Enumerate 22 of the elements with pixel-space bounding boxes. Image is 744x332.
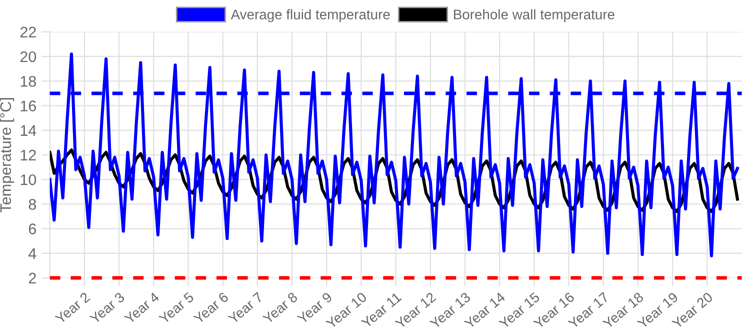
y-tick-label: 2 xyxy=(28,272,36,284)
y-tick-label: 20 xyxy=(20,51,36,62)
x-tick-label: Year 6 xyxy=(192,292,229,324)
y-tick-label: 4 xyxy=(28,248,36,259)
y-tick-label: 22 xyxy=(20,26,36,38)
y-tick-label: 16 xyxy=(20,100,36,112)
y-tick-label: 6 xyxy=(28,224,36,234)
legend-label: Average fluid temperature xyxy=(230,9,390,22)
x-tick-label: Year 3 xyxy=(89,292,126,324)
x-tick-label: Year 2 xyxy=(54,292,90,324)
x-tick-label: Year 7 xyxy=(228,292,264,324)
y-axis-title: Temperature [°C] xyxy=(0,98,14,212)
y-tick-label: 8 xyxy=(28,198,36,210)
x-tick-label: Year 5 xyxy=(158,292,194,324)
y-tick-label: 18 xyxy=(20,76,36,87)
x-tick-label: Year 4 xyxy=(124,292,160,324)
y-tick-label: 10 xyxy=(20,174,36,186)
legend-label: Borehole wall temperature xyxy=(454,9,614,22)
y-tick-label: 14 xyxy=(20,125,36,136)
y-tick-label: 12 xyxy=(20,150,36,160)
line-series xyxy=(50,52,739,258)
x-tick-label: Year 8 xyxy=(262,292,298,324)
